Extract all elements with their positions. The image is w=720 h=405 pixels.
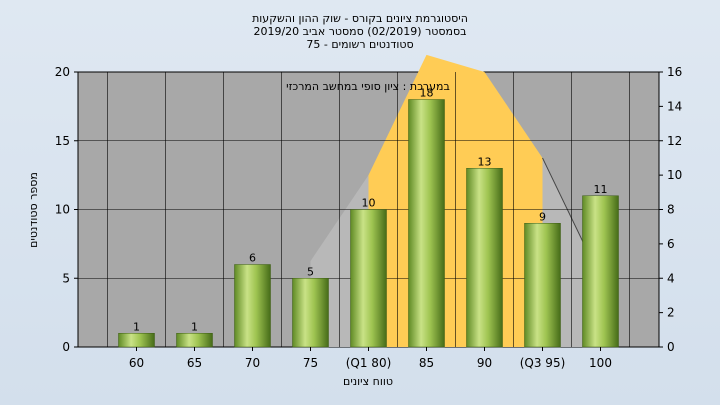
y2-tick-label: 14 [667,99,682,113]
bar [350,209,387,348]
bar [292,278,329,348]
y-tick-label: 5 [62,271,70,285]
y2-tick-label: 4 [667,271,675,285]
x-axis-label: טווח ציונים [343,375,393,388]
data-label: 1 [133,320,140,333]
data-label: 5 [307,265,314,278]
chart-title-line-2: בסמסטר (02/2019) סמסטר אביב 2019/20 [253,25,466,38]
chart-annotation: במערכת : ציון סופי במחשב המרכזי [286,80,450,93]
data-label: 13 [478,155,492,168]
x-tick-label: 70 [245,356,260,370]
x-tick-label: 65 [187,356,202,370]
y2-tick-label: 6 [667,237,675,251]
x-tick-label: 100 [589,356,612,370]
bar [524,223,561,348]
data-label: 6 [249,252,256,265]
y-tick-label: 15 [55,134,70,148]
bar [466,168,503,348]
bar [176,333,213,348]
bars [118,99,619,348]
y-tick-label: 20 [55,65,70,79]
x-tick-label: 85 [419,356,434,370]
x-tick-label: 60 [129,356,144,370]
chart-title-line-3: סטודנטים רשומים - 75 [306,38,413,51]
x-tick-label: (Q1 80) [346,356,392,370]
y2-tick-label: 2 [667,306,675,320]
x-tick-label: (Q3 95) [520,356,566,370]
y2-tick-label: 8 [667,203,675,217]
x-tick-label: 75 [303,356,318,370]
data-label: 1 [191,320,198,333]
data-label: 18 [420,87,434,100]
data-label: 9 [539,210,546,223]
bar [118,333,155,348]
y2-tick-label: 10 [667,168,682,182]
x-tick-label: 90 [477,356,492,370]
y-tick-label: 10 [55,203,70,217]
bar [408,99,445,348]
y2-tick-label: 0 [667,340,675,354]
bar [582,195,619,348]
y2-tick-label: 16 [667,65,682,79]
data-label: 10 [362,197,376,210]
y-axis-label: מספר סטודנטים [27,172,40,248]
y-tick-label: 0 [62,340,70,354]
y2-tick-label: 12 [667,134,682,148]
data-label: 11 [594,183,608,196]
bar [234,264,271,348]
chart-title-line-1: היסטוגרמת ציונים בקורס - שוק ההון והשקעו… [252,12,468,25]
